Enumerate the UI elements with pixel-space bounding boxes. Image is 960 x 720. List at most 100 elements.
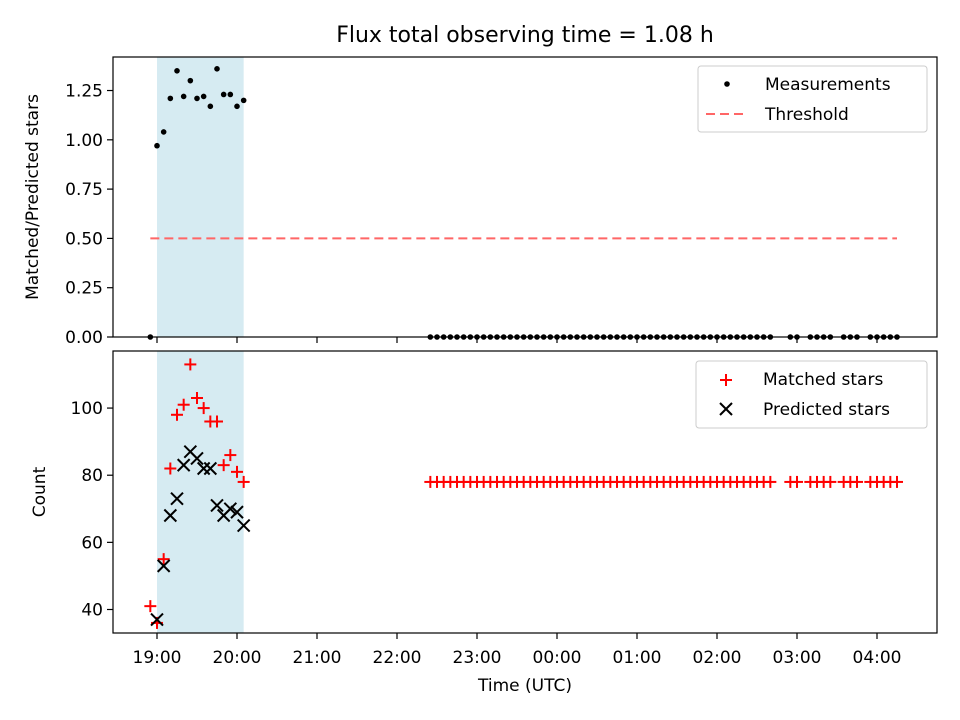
predicted-legend-label: Predicted stars (763, 400, 890, 420)
measurement-point (174, 68, 180, 74)
top-shaded-region (157, 57, 244, 337)
matched-point (237, 475, 250, 488)
predicted-point (210, 498, 224, 513)
bottom-legend: Matched stars Predicted stars (695, 360, 928, 429)
bottom-x-tick-label: 03:00 (773, 648, 822, 668)
measurement-point (154, 142, 160, 149)
bottom-y-axis-label: Count (30, 466, 50, 517)
matched-point (217, 459, 230, 472)
top-y-ticks: 0.00 0.25 0.50 0.75 1.00 1.25 (65, 82, 113, 348)
top-y-tick-label: 0.50 (65, 229, 103, 249)
bottom-x-tick-label: 01:00 (613, 648, 662, 668)
threshold-legend-label: Threshold (764, 105, 849, 125)
predicted-point-b (156, 559, 171, 573)
top-panel: 0.00 0.25 0.50 0.75 1.00 1.25 Matched/Predict… (23, 56, 938, 348)
bottom-panel: 40 60 80 100 19:00 20:00 21:00 22:00 23:00 00:00… (30, 350, 938, 696)
matched-point (184, 358, 197, 371)
bottom-y-tick-label: 40 (81, 601, 103, 621)
x-axis-label: Time (UTC) (477, 676, 572, 696)
bottom-axes-frame (112, 350, 938, 634)
bottom-x-tick-label: 21:00 (293, 648, 342, 668)
predicted-point-b (176, 458, 191, 472)
top-y-axis-label: Matched/Predicted stars (23, 94, 43, 300)
predicted-points (150, 445, 251, 627)
measurement-point (234, 103, 240, 110)
matched-point (764, 475, 777, 488)
matched-point (177, 398, 190, 411)
top-y-tick-label: 1.00 (65, 131, 103, 151)
bottom-legend-box (695, 360, 928, 429)
bottom-x-tick-label: 22:00 (373, 648, 422, 668)
predicted-point (203, 461, 218, 476)
bottom-y-tick-label: 60 (81, 533, 103, 553)
predicted-point (190, 451, 204, 466)
predicted-point (156, 559, 171, 573)
top-y-tick-label: 0.00 (65, 328, 103, 348)
bottom-x-tick-label: 19:00 (133, 648, 182, 668)
top-legend-box (697, 65, 928, 133)
measurement-point (194, 95, 200, 102)
bottom-y-ticks: 40 60 80 100 (71, 399, 113, 621)
top-x-ticks (156, 337, 878, 343)
predicted-point-b (210, 498, 224, 513)
measurement-point (220, 91, 227, 98)
predicted-point (163, 508, 178, 523)
top-y-tick-label: 0.75 (65, 180, 103, 200)
matched-point (891, 475, 903, 488)
predicted-point-b (230, 505, 244, 519)
matched-point (231, 465, 243, 478)
measurement-point (160, 129, 167, 135)
predicted-point-b (170, 492, 184, 506)
bottom-y-tick-label: 100 (71, 399, 103, 419)
measurement-legend-marker (724, 81, 730, 87)
predicted-point-b (163, 508, 178, 523)
bottom-x-tick-label: 23:00 (453, 648, 502, 668)
predicted-point-b (236, 518, 251, 533)
matched-point (211, 415, 223, 428)
measurement-point (240, 97, 247, 104)
matched-point (197, 402, 210, 415)
predicted-point (150, 612, 164, 627)
matched-point (144, 600, 157, 613)
measurement-point (207, 103, 214, 110)
matched-point (224, 449, 237, 462)
matched-point (171, 408, 183, 421)
measurement-points (147, 66, 900, 340)
predicted-point (176, 458, 191, 472)
bottom-x-tick-label: 04:00 (853, 648, 902, 668)
predicted-point (170, 492, 184, 506)
top-y-tick-label: 1.25 (65, 82, 103, 102)
measurement-point (180, 93, 187, 100)
matched-points (144, 358, 903, 629)
predicted-point-b (223, 502, 238, 516)
predicted-point (230, 505, 244, 519)
predicted-legend-marker (719, 402, 733, 416)
top-legend: Measurements Threshold (697, 65, 928, 133)
matched-point (157, 553, 170, 566)
measurement-point (227, 91, 234, 98)
predicted-point-b (190, 451, 204, 466)
bottom-y-tick-label: 80 (81, 466, 103, 486)
measurement-point (200, 93, 207, 100)
matched-point (851, 475, 863, 488)
measurement-point (187, 77, 194, 84)
bottom-x-ticks: 19:00 20:00 21:00 22:00 23:00 00:00 01:00 02:00… (133, 633, 902, 668)
predicted-point-b (203, 461, 218, 476)
measurement-legend-label: Measurements (765, 75, 891, 95)
measurement-point (214, 66, 220, 72)
top-axes-frame (112, 56, 938, 338)
matched-legend-marker (720, 374, 732, 386)
bottom-x-tick-label: 00:00 (533, 648, 582, 668)
top-y-tick-label: 0.25 (65, 279, 103, 299)
bottom-x-tick-label: 02:00 (693, 648, 742, 668)
predicted-point (223, 502, 238, 516)
bottom-shaded-region (157, 351, 244, 633)
measurement-point (167, 95, 174, 102)
predicted-point-b (150, 612, 164, 627)
matched-point (791, 475, 803, 488)
predicted-point (236, 518, 251, 533)
chart-title: Flux total observing time = 1.08 h (336, 23, 714, 48)
predicted-point-b (183, 445, 198, 459)
matched-point (164, 462, 177, 475)
